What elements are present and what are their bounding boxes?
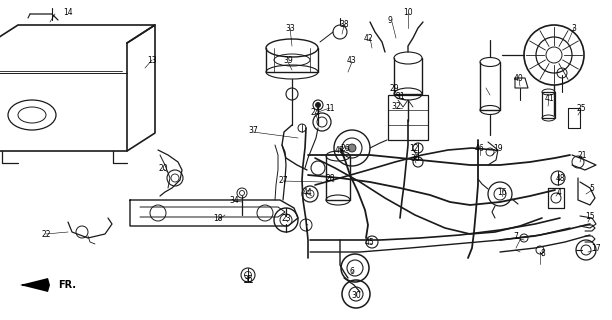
- Text: 22: 22: [41, 229, 51, 238]
- Text: 17: 17: [591, 244, 601, 252]
- Text: 14: 14: [63, 7, 73, 17]
- Text: 19: 19: [493, 143, 503, 153]
- Text: 4: 4: [556, 188, 561, 196]
- Text: FR.: FR.: [58, 280, 76, 290]
- Text: 35: 35: [243, 276, 253, 284]
- Polygon shape: [20, 278, 50, 292]
- Text: 5: 5: [589, 183, 594, 193]
- Text: 13: 13: [147, 55, 157, 65]
- Text: 29: 29: [389, 84, 399, 92]
- Text: 18: 18: [213, 213, 223, 222]
- Text: 24: 24: [310, 108, 320, 116]
- Text: 3: 3: [572, 23, 577, 33]
- Text: 7: 7: [513, 231, 518, 241]
- Text: 46: 46: [475, 143, 485, 153]
- Text: 37: 37: [248, 125, 258, 134]
- Text: 30: 30: [351, 291, 361, 300]
- Text: 38: 38: [339, 20, 349, 28]
- Text: 44: 44: [303, 188, 313, 196]
- Text: 27: 27: [278, 175, 288, 185]
- Circle shape: [348, 144, 356, 152]
- Text: 48: 48: [555, 173, 565, 182]
- Text: 21: 21: [577, 150, 587, 159]
- Text: 36: 36: [410, 154, 420, 163]
- Text: 11: 11: [325, 103, 335, 113]
- Text: 15: 15: [585, 212, 595, 220]
- Text: 39: 39: [283, 55, 293, 65]
- Text: 12: 12: [409, 143, 419, 153]
- Text: 9: 9: [387, 15, 392, 25]
- Text: 42: 42: [363, 34, 373, 43]
- Text: 10: 10: [403, 7, 413, 17]
- Text: 47: 47: [335, 146, 345, 155]
- Circle shape: [316, 102, 321, 108]
- Text: 43: 43: [347, 55, 357, 65]
- Text: 31: 31: [395, 92, 405, 100]
- Text: 28: 28: [325, 173, 335, 182]
- Text: 6: 6: [349, 268, 354, 276]
- Text: 34: 34: [229, 196, 239, 204]
- Text: 20: 20: [158, 164, 168, 172]
- Text: 8: 8: [540, 250, 545, 259]
- Text: 40: 40: [514, 74, 524, 83]
- Text: 26: 26: [340, 143, 350, 153]
- Text: 41: 41: [544, 93, 554, 102]
- Text: 25: 25: [576, 103, 586, 113]
- Text: 23: 23: [281, 213, 291, 222]
- Text: 16: 16: [497, 188, 507, 196]
- Bar: [388, 95, 428, 140]
- Text: 32: 32: [391, 101, 401, 110]
- Text: 33: 33: [285, 23, 295, 33]
- Text: 45: 45: [365, 237, 375, 246]
